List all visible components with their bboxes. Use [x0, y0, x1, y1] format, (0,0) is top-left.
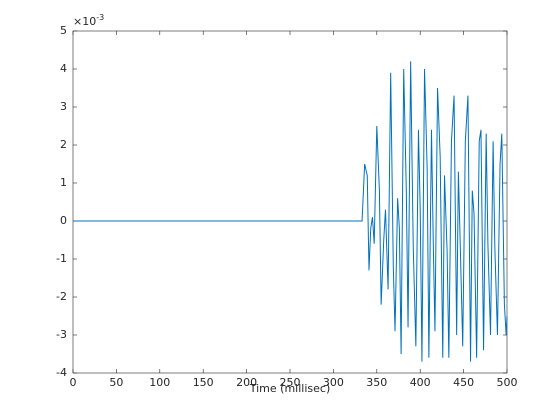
y-tick-label: -2	[56, 290, 67, 303]
x-tick-label: 50	[109, 376, 123, 389]
x-tick-label: 450	[453, 376, 474, 389]
y-tick-label: 0	[60, 214, 67, 227]
x-tick-label: 0	[70, 376, 77, 389]
line	[73, 61, 508, 362]
y-tick-label: 3	[60, 100, 67, 113]
x-axis-label: Time (millisec)	[249, 382, 331, 395]
x-tick-label: 150	[193, 376, 214, 389]
x-tick-label: 200	[236, 376, 257, 389]
y-tick-label: 1	[60, 176, 67, 189]
y-tick-label: -4	[56, 366, 67, 379]
x-tick-label: 500	[497, 376, 518, 389]
y-tick-label: 2	[60, 138, 67, 151]
x-tick-label: 100	[149, 376, 170, 389]
x-tick-label: 350	[366, 376, 387, 389]
y-exponent: ×10-3	[73, 13, 104, 29]
exponent-base: ×10	[73, 15, 96, 28]
x-tick-label: 250	[280, 376, 301, 389]
x-tick-label: 300	[323, 376, 344, 389]
y-tick-label: -1	[56, 252, 67, 265]
y-tick-label: 4	[60, 62, 67, 75]
exponent-power: -3	[96, 13, 104, 22]
y-tick-label: 5	[60, 24, 67, 37]
y-tick-label: -3	[56, 328, 67, 341]
x-tick-label: 400	[410, 376, 431, 389]
